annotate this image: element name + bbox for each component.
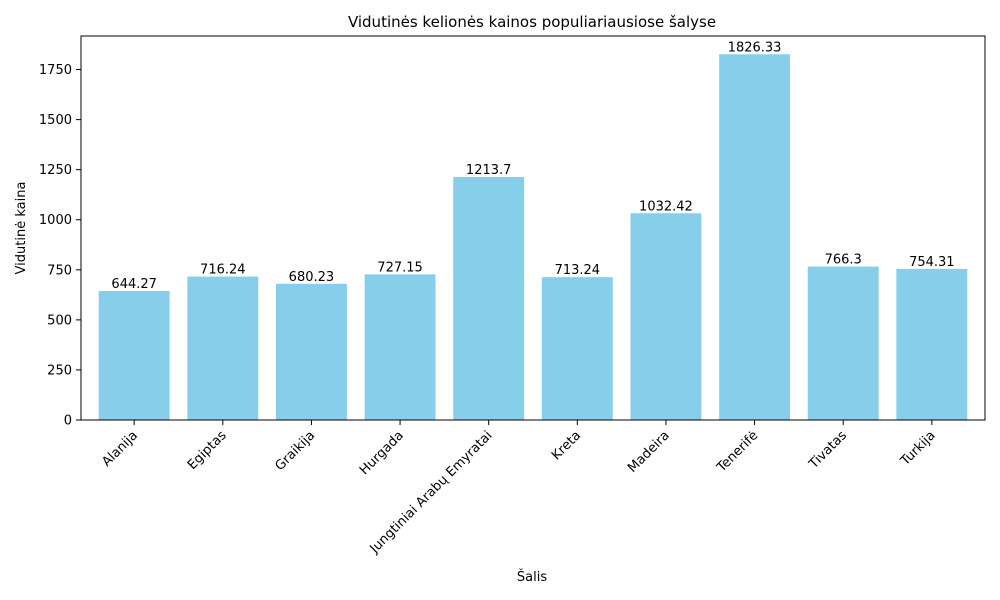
y-tick-label: 1250 [39,163,72,178]
x-tick-label: Madeira [625,428,673,476]
x-tick-label: Alanija [99,428,141,470]
bar [98,290,170,420]
bar [896,268,968,420]
bar-value-label: 680.23 [289,270,335,285]
x-tick-label: Tivatas [806,428,850,472]
bar-value-label: 1032.42 [639,199,693,214]
x-tick-label: Graikija [272,428,318,474]
y-axis-title: Vidutinė kaina [14,182,29,275]
bar-value-label: 644.27 [111,277,157,292]
x-tick-label: Hurgada [357,428,407,478]
y-tick-label: 1750 [39,63,72,78]
x-tick-label: Turkija [897,428,938,469]
bar [364,274,436,420]
chart-title: Vidutinės kelionės kainos populiariausio… [348,13,716,31]
y-tick-label: 500 [47,313,72,328]
bar [719,54,791,420]
bar [453,176,525,420]
x-axis-title: Šalis [517,569,547,585]
bar [630,213,702,420]
bar-value-label: 727.15 [377,260,423,275]
bar-value-label: 713.24 [555,263,601,278]
bar [807,266,879,420]
bar-value-label: 1213.7 [466,163,512,178]
bar [275,283,347,420]
bar-value-label: 766.3 [825,253,862,268]
x-tick-label: Egiptas [185,428,230,473]
y-tick-label: 1000 [39,213,72,228]
y-tick-label: 250 [47,363,72,378]
bar [187,276,259,420]
y-tick-label: 1500 [39,113,72,128]
y-tick-label: 0 [64,414,72,429]
y-tick-label: 750 [47,263,72,278]
bar-value-label: 754.31 [909,255,955,270]
plot-frame [80,35,986,421]
x-tick-label: Tenerifė [714,428,762,476]
bar-value-label: 1826.33 [728,40,782,55]
x-tick-label: Kreta [549,428,584,463]
bar [541,277,613,420]
plot-area: 644.27 716.24 680.23 727.15 1213.7 713.24 1032… [39,35,986,557]
bar-value-label: 716.24 [200,263,246,278]
